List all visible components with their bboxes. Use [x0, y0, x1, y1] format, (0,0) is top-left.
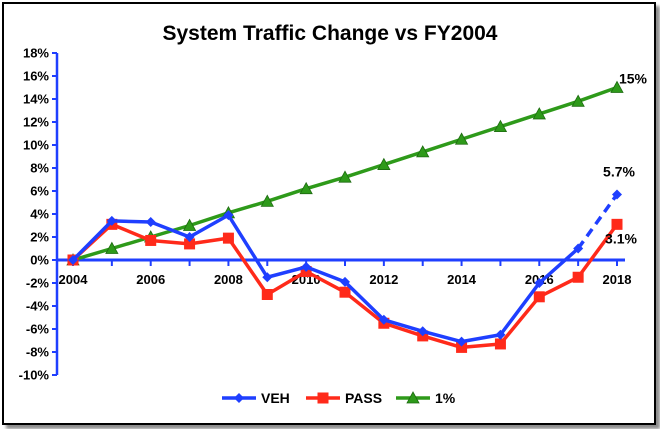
data-point-square — [261, 289, 273, 300]
y-tick-label: 10% — [23, 138, 49, 153]
y-tick-label: -8% — [26, 345, 50, 360]
x-tick-label: 2018 — [603, 272, 632, 287]
legend-label: 1% — [435, 390, 456, 406]
y-tick-label: 16% — [23, 69, 49, 84]
y-tick-label: 12% — [23, 115, 49, 130]
data-point-diamond — [612, 189, 622, 200]
data-point-triangle — [493, 119, 508, 133]
data-point-square — [572, 271, 584, 283]
legend: VEH PASS 1% — [222, 390, 456, 406]
annotation-layer: 15% 5.7% 3.1% — [603, 71, 648, 247]
data-point-triangle — [532, 107, 546, 120]
legend-label: VEH — [261, 390, 290, 406]
series-line — [71, 213, 580, 344]
series-line-projected — [576, 193, 619, 250]
data-point-square — [184, 238, 196, 250]
data-point-square — [611, 218, 623, 230]
data-point-triangle — [377, 157, 391, 170]
annotation-label: 5.7% — [603, 163, 635, 179]
data-point-square — [533, 291, 545, 303]
y-tick-label: 2% — [30, 230, 49, 245]
data-point-diamond — [234, 393, 244, 403]
data-point-square — [317, 392, 329, 404]
y-tick-label: 18% — [23, 46, 49, 61]
data-point-diamond — [68, 255, 78, 265]
data-point-triangle — [105, 241, 119, 254]
data-point-diamond — [534, 278, 545, 288]
data-point-diamond — [340, 276, 350, 287]
data-point-diamond — [456, 336, 467, 347]
data-point-diamond — [378, 314, 389, 325]
data-point-square — [145, 234, 157, 246]
x-tick-label: 2014 — [447, 272, 477, 287]
data-point-square — [339, 286, 351, 298]
data-point-diamond — [223, 210, 234, 221]
data-point-diamond — [106, 215, 117, 226]
data-point-square — [494, 338, 506, 350]
legend-item-pass: PASS — [306, 390, 382, 406]
axes: -10% -8% -6% -4% -2% 0% 2% 4% 6% 8% 10% 12% 14% 16% 18… — [19, 46, 632, 383]
y-tick-label: -10% — [19, 368, 50, 383]
data-point-triangle — [416, 145, 430, 158]
data-point-diamond — [495, 329, 506, 340]
data-point-triangle — [571, 94, 585, 107]
y-tick-label: 4% — [30, 207, 49, 222]
legend-label: PASS — [345, 390, 382, 406]
y-tick-label: 14% — [23, 92, 49, 107]
data-point-triangle — [610, 80, 624, 93]
chart-frame — [2, 2, 656, 425]
data-point-square — [456, 341, 468, 353]
x-tick-label: 2006 — [136, 272, 165, 287]
y-tick-label: -2% — [26, 276, 50, 291]
legend-item-veh: VEH — [222, 390, 290, 406]
series-layer — [66, 80, 624, 353]
data-point-triangle — [182, 218, 197, 231]
data-point-triangle — [299, 181, 313, 195]
data-point-diamond — [262, 272, 273, 283]
x-tick-label: 2004 — [59, 272, 89, 287]
data-point-diamond — [301, 261, 312, 272]
y-tick-label: -4% — [26, 299, 50, 314]
data-point-triangle — [338, 170, 352, 183]
annotation-label: 3.1% — [605, 230, 637, 246]
chart-title: System Traffic Change vs FY2004 — [163, 22, 498, 45]
data-point-triangle — [260, 194, 274, 207]
y-tick-label: -6% — [26, 322, 50, 337]
data-point-diamond — [417, 326, 428, 337]
series-veh — [68, 189, 622, 347]
data-point-diamond — [145, 217, 156, 228]
annotation-label: 15% — [619, 71, 648, 87]
data-point-triangle — [454, 132, 469, 145]
data-point-diamond — [184, 232, 195, 242]
y-tick-label: 8% — [30, 161, 49, 176]
data-point-square — [222, 232, 234, 244]
data-point-triangle — [406, 391, 420, 404]
y-tick-label: 6% — [30, 184, 49, 199]
x-tick-label: 2008 — [214, 272, 243, 287]
legend-item-1pct: 1% — [396, 390, 456, 406]
y-tick-label: 0% — [30, 253, 49, 268]
data-point-diamond — [573, 243, 584, 254]
x-tick-label: 2012 — [369, 272, 398, 287]
